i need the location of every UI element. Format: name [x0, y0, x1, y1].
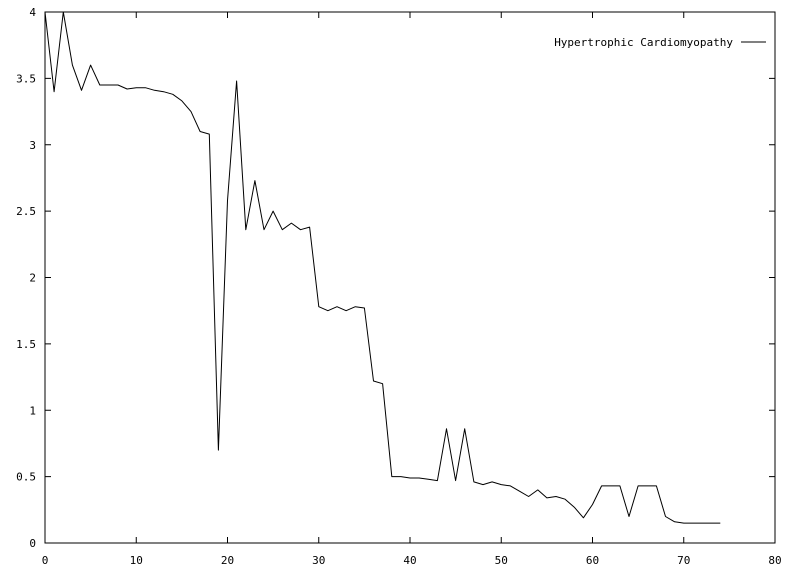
x-tick-label: 10 — [130, 554, 143, 567]
y-tick-label: 2.5 — [16, 205, 36, 218]
series-line-0 — [44, 11, 721, 524]
x-axis-ticks — [44, 12, 776, 543]
legend: Hypertrophic Cardiomyopathy — [554, 36, 766, 49]
y-axis-ticks — [45, 11, 775, 544]
legend-label-series-0: Hypertrophic Cardiomyopathy — [554, 36, 733, 49]
x-tick-label: 60 — [586, 554, 599, 567]
y-tick-label: 3.5 — [16, 72, 36, 85]
plot-frame — [44, 11, 776, 544]
series-group — [44, 11, 721, 524]
y-tick-label: 0.5 — [16, 471, 36, 484]
y-axis-tick-labels: 0 0.5 1 1.5 2 2.5 3 3.5 4 — [16, 6, 36, 550]
x-tick-label: 80 — [768, 554, 781, 567]
y-tick-label: 3 — [29, 139, 36, 152]
y-tick-label: 4 — [29, 6, 36, 19]
x-tick-label: 40 — [403, 554, 416, 567]
x-tick-label: 0 — [42, 554, 49, 567]
x-tick-label: 30 — [312, 554, 325, 567]
x-axis-tick-labels: 0 10 20 30 40 50 60 70 80 — [42, 554, 782, 567]
y-tick-label: 1 — [29, 404, 36, 417]
y-tick-label: 0 — [29, 537, 36, 550]
x-tick-label: 50 — [495, 554, 508, 567]
y-tick-label: 2 — [29, 272, 36, 285]
y-tick-label: 1.5 — [16, 338, 36, 351]
x-tick-label: 70 — [677, 554, 690, 567]
x-tick-label: 20 — [221, 554, 234, 567]
